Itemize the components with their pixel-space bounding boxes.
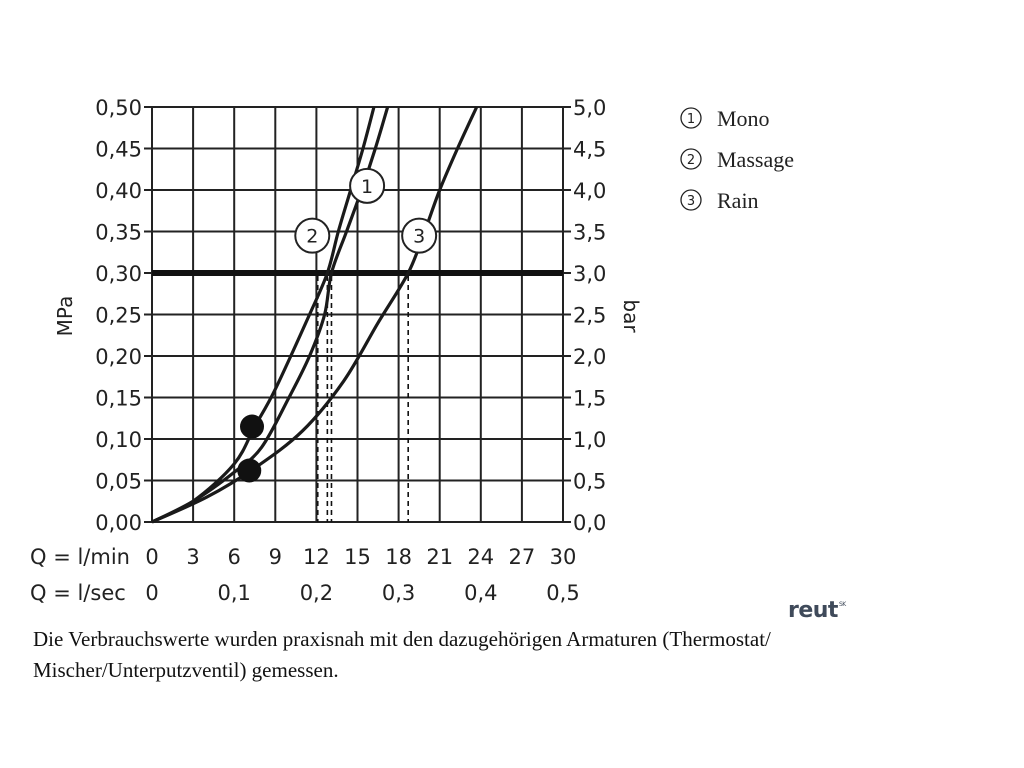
x-tick-0-1: 3	[186, 545, 199, 569]
legend-number-2: 2	[687, 153, 695, 168]
x-tick-0-10: 30	[550, 545, 577, 569]
x-tick-0-5: 15	[344, 545, 371, 569]
y-tick-left-2: 0,10	[95, 428, 142, 452]
legend: 1 Mono 2 Massage 3 Rain	[680, 106, 794, 213]
y-tick-right-2: 1,0	[573, 428, 606, 452]
y-tick-left-10: 0,50	[95, 96, 142, 120]
x-tick-0-7: 21	[426, 545, 453, 569]
legend-label-rain: Rain	[717, 188, 759, 213]
legend-number-1: 1	[687, 112, 695, 127]
reut-logo: reutSK	[788, 598, 846, 623]
caption: Die Verbrauchswerte wurden praxisnah mit…	[33, 624, 933, 686]
legend-number-3: 3	[687, 194, 695, 209]
x-tick-1-4: 0,4	[464, 581, 497, 605]
x-row-label-0: Q = l/min	[30, 545, 130, 569]
filled-markers	[237, 414, 265, 483]
legend-label-mono: Mono	[717, 106, 770, 131]
y-tick-right-8: 4,0	[573, 179, 606, 203]
logo-text: reut	[788, 598, 838, 623]
y-tick-right-9: 4,5	[573, 138, 606, 162]
y-tick-left-5: 0,25	[95, 304, 142, 328]
legend-circle-2	[680, 148, 702, 170]
curve-label-circle-3	[401, 217, 438, 254]
x-tick-1-1: 0,1	[217, 581, 250, 605]
legend-circle-1	[680, 107, 702, 129]
y-tick-right-10: 5,0	[573, 96, 606, 120]
curve-label-2: 2	[306, 226, 318, 248]
y-tick-right-4: 2,0	[573, 345, 606, 369]
legend-label-massage: Massage	[717, 147, 794, 172]
x-tick-0-6: 18	[385, 545, 412, 569]
x-tick-1-2: 0,2	[300, 581, 333, 605]
curve-label-circle-1	[349, 167, 386, 204]
x-tick-1-5: 0,5	[546, 581, 579, 605]
y-tick-left-1: 0,05	[95, 470, 142, 494]
x-tick-0-4: 12	[303, 545, 330, 569]
filled-marker-1	[237, 458, 262, 483]
caption-line-2: Mischer/Unterputzventil) gemessen.	[33, 658, 339, 682]
y-ticks-right: 0,0 0,5 1,0 1,5 2,0 2,5 3,0 3,5 4,0 4,5 5,0	[573, 96, 606, 535]
curve-labels: 1 2 3	[294, 167, 438, 254]
y-tick-left-6: 0,30	[95, 262, 142, 286]
x-ticks: Q = l/min 0 3 6 9 12 15 18 21 24 27 30 Q = l/sec 0 0,1…	[30, 545, 580, 605]
y-tick-right-5: 2,5	[573, 304, 606, 328]
dashed-drop-lines	[316, 276, 409, 522]
filled-marker-0	[240, 414, 265, 439]
x-tick-0-8: 24	[467, 545, 494, 569]
x-tick-1-3: 0,3	[382, 581, 415, 605]
y-tick-right-0: 0,0	[573, 511, 606, 535]
y-tick-right-7: 3,5	[573, 221, 606, 245]
curve-label-circle-2	[294, 217, 331, 254]
y-tick-left-0: 0,00	[95, 511, 142, 535]
y-tick-left-8: 0,40	[95, 179, 142, 203]
caption-line-1: Die Verbrauchswerte wurden praxisnah mit…	[33, 627, 771, 651]
y-ticks-left: 0,00 0,05 0,10 0,15 0,20 0,25 0,30 0,35 0,40 0,45…	[95, 96, 142, 535]
y-axis-title-left: MPa	[53, 296, 77, 337]
curve-label-1: 1	[361, 176, 373, 198]
y-tick-left-9: 0,45	[95, 138, 142, 162]
x-tick-1-0: 0	[145, 581, 158, 605]
y-tick-right-3: 1,5	[573, 387, 606, 411]
y-tick-left-3: 0,15	[95, 387, 142, 411]
y-tick-left-7: 0,35	[95, 221, 142, 245]
y-axis-title-right: bar	[619, 299, 643, 333]
x-tick-0-0: 0	[145, 545, 158, 569]
logo-sup: SK	[838, 601, 846, 608]
x-tick-0-2: 6	[228, 545, 241, 569]
y-tick-left-4: 0,20	[95, 345, 142, 369]
legend-circle-3	[680, 189, 702, 211]
y-tick-right-1: 0,5	[573, 470, 606, 494]
x-tick-0-3: 9	[269, 545, 282, 569]
curve-label-3: 3	[413, 226, 425, 248]
y-tick-right-6: 3,0	[573, 262, 606, 286]
x-tick-0-9: 27	[509, 545, 536, 569]
x-row-label-1: Q = l/sec	[30, 581, 126, 605]
